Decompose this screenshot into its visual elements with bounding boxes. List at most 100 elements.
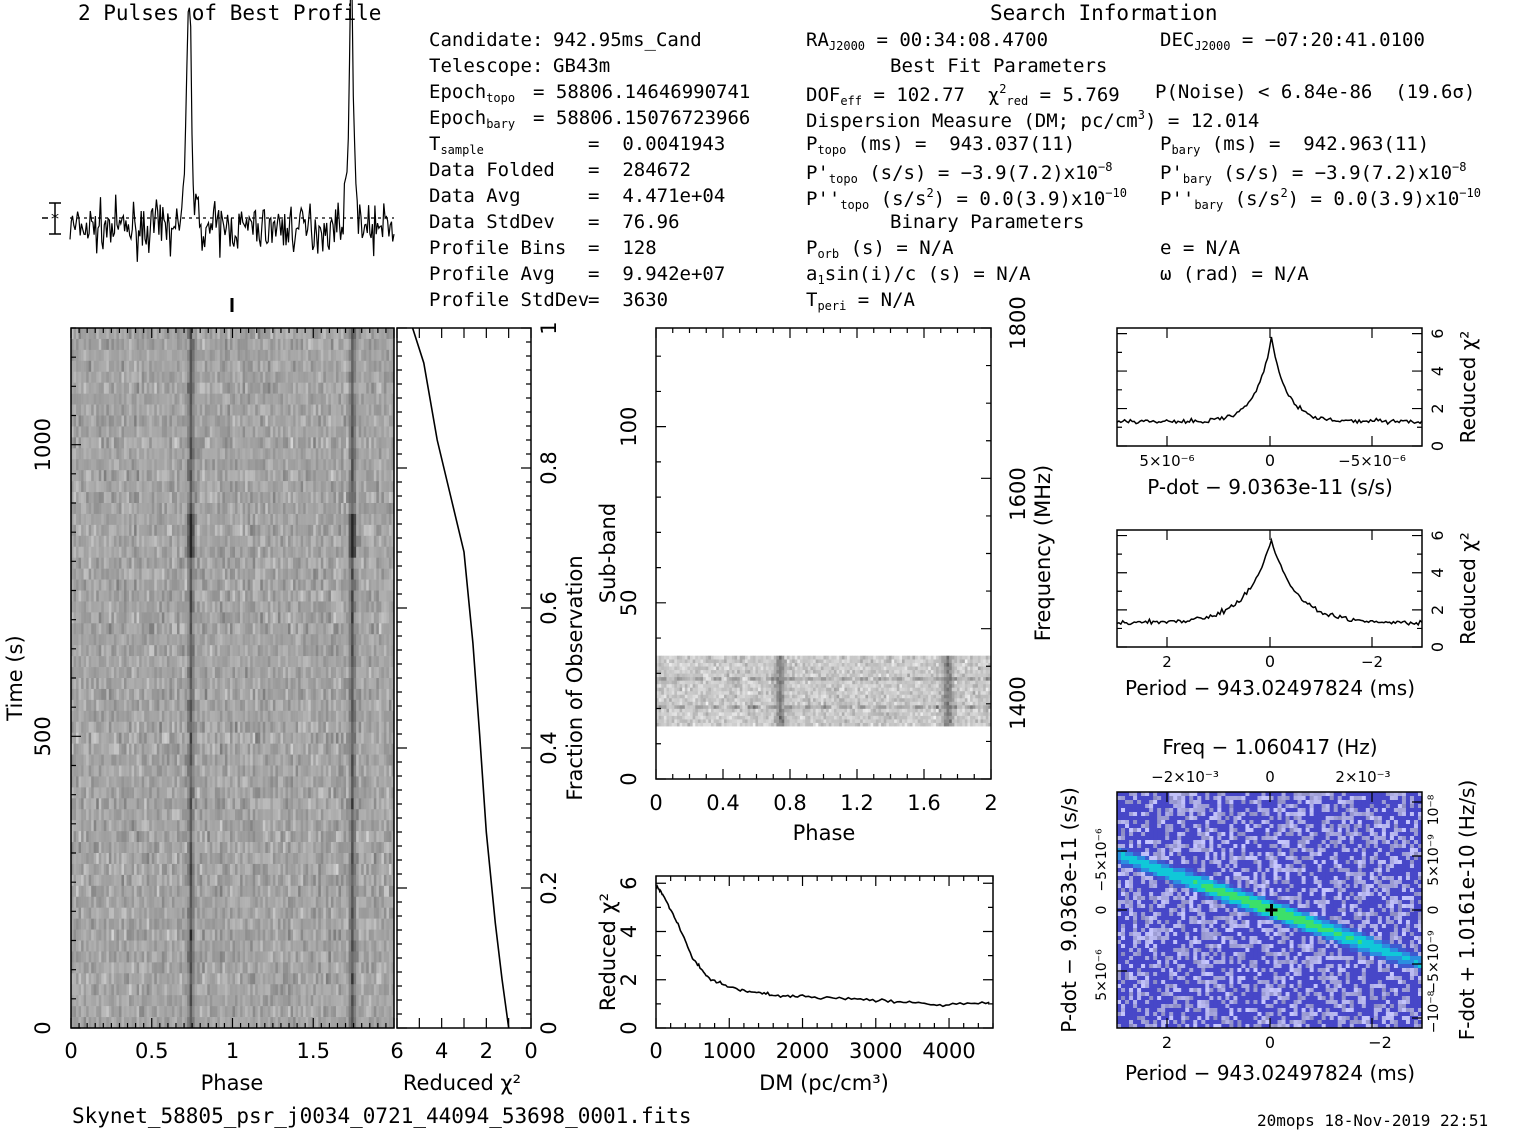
heatmap-cell (358, 382, 362, 394)
heatmap-cell (275, 513, 279, 526)
heatmap-cell (325, 590, 329, 602)
heatmap-cell (308, 448, 312, 460)
heatmap-cell (363, 338, 367, 351)
heatmap-cell (88, 371, 92, 383)
heatmap-cell (136, 743, 140, 755)
heatmap-cell (136, 481, 140, 493)
heatmap-cell (346, 503, 349, 515)
heatmap-cell (373, 590, 377, 602)
heatmap-cell (293, 470, 296, 482)
heatmap-cell (96, 492, 100, 504)
heatmap-cell (341, 360, 344, 373)
heatmap-cell (129, 459, 132, 471)
heatmap-cell (156, 459, 160, 471)
heatmap-cell (378, 415, 382, 427)
heatmap-cell (123, 710, 127, 723)
heatmap-cell (328, 601, 332, 613)
heatmap-cell (204, 721, 208, 733)
heatmap-cell (328, 349, 332, 362)
heatmap-cell (103, 557, 107, 569)
heatmap-cell (282, 349, 286, 362)
heatmap-cell (376, 623, 380, 635)
heatmap-cell (293, 415, 296, 427)
heatmap-cell (91, 513, 95, 526)
heatmap-cell (207, 568, 211, 580)
heatmap-cell (106, 393, 110, 405)
heatmap-cell (318, 382, 322, 394)
heatmap-cell (381, 656, 385, 668)
heatmap-cell (118, 623, 122, 635)
pbary-text: Pbary (ms) = 942.963(11) (1160, 133, 1430, 157)
heatmap-cell (217, 470, 221, 482)
heatmap-cell (134, 360, 137, 373)
heatmap-cell (260, 492, 264, 504)
heatmap-cell (313, 360, 317, 373)
heatmap-cell (98, 590, 102, 602)
heatmap-cell (341, 404, 344, 416)
heatmap-cell (373, 470, 377, 482)
heatmap-cell (361, 371, 365, 383)
heatmap-cell (330, 579, 334, 591)
heatmap-cell (197, 535, 200, 548)
heatmap-cell (265, 481, 269, 493)
heatmap-cell (129, 721, 132, 733)
heatmap-cell (341, 656, 344, 668)
heatmap-cell (129, 503, 132, 515)
heatmap-cell (227, 513, 231, 526)
heatmap-cell (146, 371, 150, 383)
heatmap-cell (151, 699, 155, 712)
heatmap-cell (285, 349, 289, 362)
heatmap-cell (260, 328, 264, 340)
heatmap-cell (219, 546, 223, 558)
heatmap-cell (265, 328, 269, 340)
heatmap-cell (328, 710, 332, 723)
heatmap-cell (288, 426, 291, 438)
heatmap-cell (224, 492, 228, 504)
heatmap-cell (136, 328, 140, 340)
heatmap-cell (108, 645, 112, 657)
heatmap-cell (113, 743, 117, 755)
heatmap-cell (171, 601, 175, 613)
heatmap-cell (129, 470, 132, 482)
heatmap-cell (156, 503, 160, 515)
heatmap-cell (293, 382, 296, 394)
heatmap-cell (134, 437, 137, 449)
heatmap-cell (229, 678, 233, 690)
heatmap-cell (353, 481, 357, 493)
heatmap-cell (335, 557, 339, 569)
heatmap-cell (139, 459, 142, 471)
heatmap-cell (81, 579, 84, 591)
heatmap-cell (303, 404, 306, 416)
heatmap-cell (129, 448, 132, 460)
heatmap-cell (391, 623, 395, 635)
heatmap-cell (149, 338, 153, 351)
heatmap-cell (108, 404, 112, 416)
heatmap-cell (136, 710, 140, 723)
heatmap-cell (252, 524, 256, 537)
heatmap-cell (214, 667, 218, 679)
heatmap-cell (310, 590, 314, 602)
heatmap-cell (351, 513, 354, 526)
heatmap-cell (250, 656, 253, 668)
heatmap-cell (219, 349, 223, 362)
heatmap-cell (280, 360, 284, 373)
heatmap-cell (277, 415, 281, 427)
heatmap-cell (368, 328, 372, 340)
heatmap-cell (111, 710, 115, 723)
profile-bins-label: Profile Bins (429, 237, 567, 259)
heatmap-cell (164, 338, 168, 351)
heatmap-cell (229, 546, 233, 558)
heatmap-cell (93, 721, 97, 733)
heatmap-cell (113, 338, 117, 351)
heatmap-cell (252, 503, 256, 515)
heatmap-cell (366, 382, 370, 394)
heatmap-cell (106, 743, 110, 755)
heatmap-cell (159, 678, 163, 690)
heatmap-cell (240, 579, 243, 591)
heatmap-cell (154, 513, 158, 526)
heatmap-cell (197, 492, 200, 504)
heatmap-cell (187, 732, 190, 744)
heatmap-cell (366, 678, 370, 690)
heatmap-cell (318, 590, 322, 602)
heatmap-cell (348, 492, 352, 504)
